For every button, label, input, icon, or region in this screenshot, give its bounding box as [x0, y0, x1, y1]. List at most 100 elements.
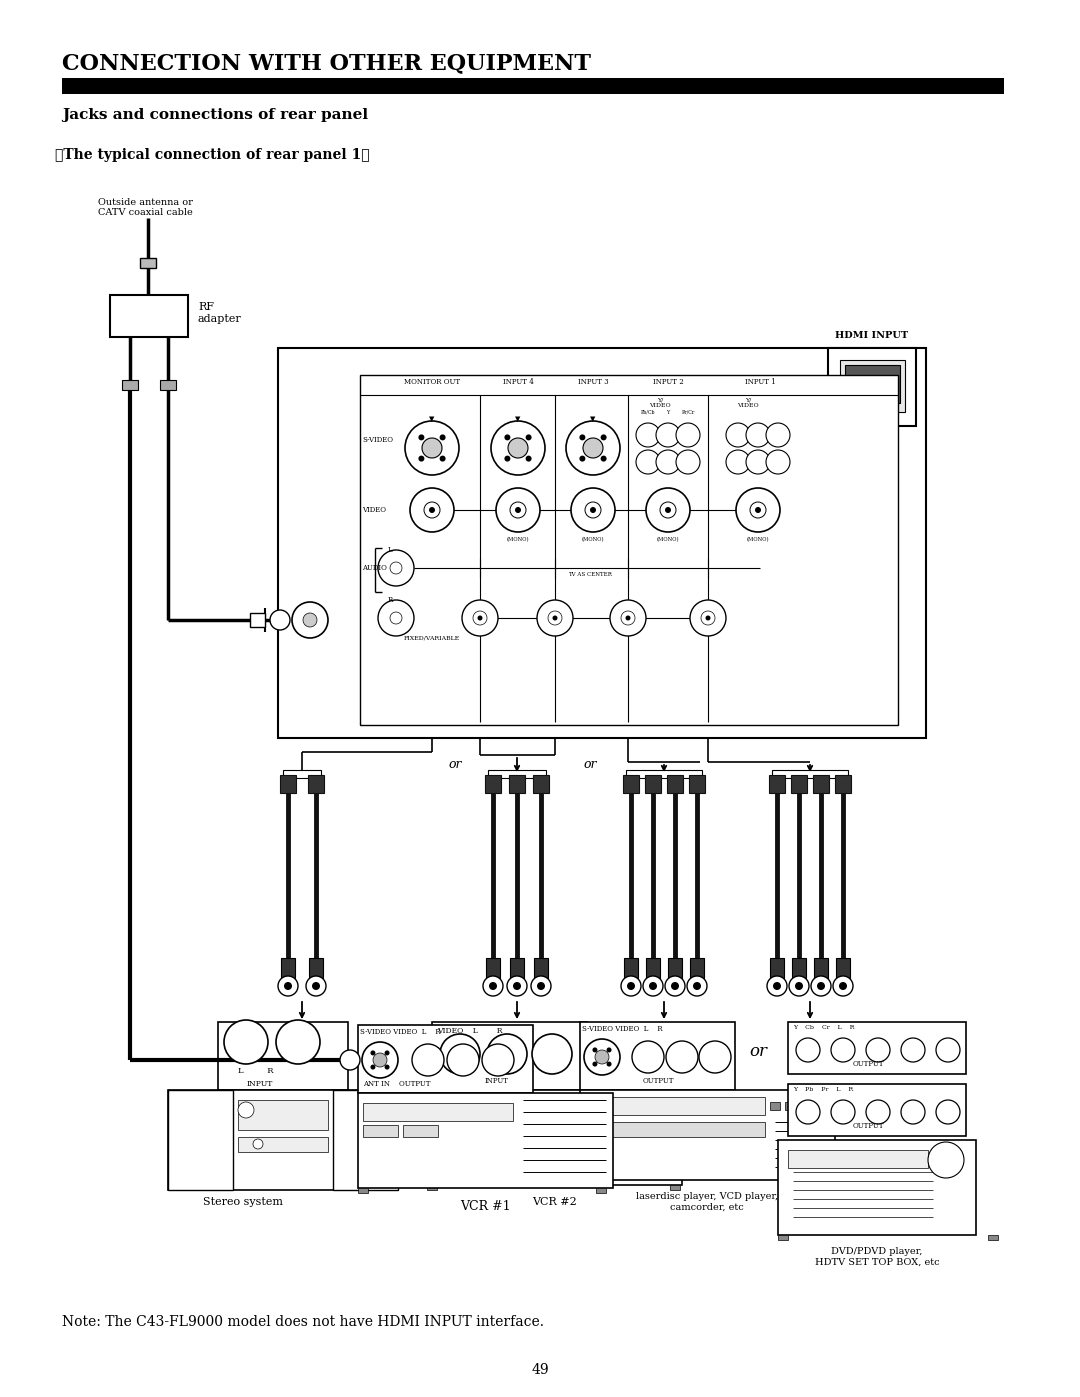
Bar — [624, 958, 638, 978]
Circle shape — [370, 1051, 376, 1055]
Circle shape — [693, 982, 701, 990]
Text: S-VIDEO: S-VIDEO — [362, 436, 393, 444]
Bar — [813, 775, 829, 793]
Circle shape — [735, 488, 780, 532]
Circle shape — [340, 1051, 360, 1070]
Bar — [427, 1090, 681, 1185]
Bar — [308, 775, 324, 793]
Bar — [585, 1097, 765, 1115]
Bar — [788, 1023, 966, 1074]
Text: DVD/PDVD player,
HDTV SET TOP BOX, etc: DVD/PDVD player, HDTV SET TOP BOX, etc — [814, 1248, 940, 1267]
Bar — [488, 770, 546, 778]
Circle shape — [571, 488, 615, 532]
Text: S-VIDEO VIDEO  L    R: S-VIDEO VIDEO L R — [582, 1025, 663, 1032]
Circle shape — [489, 982, 497, 990]
Text: INPUT 1: INPUT 1 — [744, 379, 775, 386]
Circle shape — [504, 434, 511, 440]
Circle shape — [491, 420, 545, 475]
Text: (MONO): (MONO) — [507, 536, 529, 542]
Circle shape — [607, 1048, 611, 1052]
Circle shape — [746, 450, 770, 474]
Bar — [357, 1187, 368, 1193]
Circle shape — [537, 599, 573, 636]
Circle shape — [390, 612, 402, 624]
Text: 49: 49 — [531, 1363, 549, 1377]
Bar — [357, 1025, 534, 1092]
Circle shape — [595, 1051, 609, 1065]
Circle shape — [796, 1099, 820, 1125]
Text: INPUT 2: INPUT 2 — [652, 379, 684, 386]
Circle shape — [429, 507, 435, 513]
Circle shape — [462, 599, 498, 636]
Bar — [238, 1099, 328, 1130]
Circle shape — [303, 613, 318, 627]
Text: TV AS CENTER: TV AS CENTER — [568, 571, 612, 577]
Circle shape — [362, 1042, 399, 1078]
Text: Y: Y — [666, 409, 670, 415]
Circle shape — [410, 488, 454, 532]
Text: FIXED/VARIABLE: FIXED/VARIABLE — [404, 636, 460, 640]
Circle shape — [795, 982, 804, 990]
Circle shape — [936, 1099, 960, 1125]
Text: Outside antenna or
CATV coaxial cable: Outside antenna or CATV coaxial cable — [98, 198, 193, 218]
Circle shape — [796, 1038, 820, 1062]
Circle shape — [656, 423, 680, 447]
Circle shape — [600, 434, 607, 440]
Circle shape — [532, 1034, 572, 1074]
Circle shape — [418, 434, 424, 440]
Circle shape — [726, 450, 750, 474]
Text: OUTPUT: OUTPUT — [852, 1122, 883, 1130]
Circle shape — [487, 1034, 527, 1074]
Circle shape — [627, 982, 635, 990]
Text: R: R — [388, 597, 393, 604]
Circle shape — [553, 616, 557, 620]
Circle shape — [789, 977, 809, 996]
Bar — [122, 380, 138, 390]
Bar — [646, 958, 660, 978]
Bar — [788, 1150, 928, 1168]
Text: VCR #1: VCR #1 — [460, 1200, 511, 1213]
Circle shape — [676, 450, 700, 474]
Circle shape — [312, 982, 320, 990]
Circle shape — [496, 488, 540, 532]
Bar — [580, 1090, 835, 1180]
Circle shape — [646, 488, 690, 532]
Bar — [778, 1235, 788, 1241]
Bar — [357, 1092, 613, 1187]
Bar — [218, 1023, 348, 1090]
Circle shape — [306, 977, 326, 996]
Circle shape — [831, 1099, 855, 1125]
Circle shape — [901, 1038, 924, 1062]
Circle shape — [378, 550, 414, 585]
Bar — [836, 958, 850, 978]
Bar — [510, 958, 524, 978]
Bar — [840, 360, 905, 412]
Bar — [110, 295, 188, 337]
Circle shape — [224, 1020, 268, 1065]
Circle shape — [866, 1099, 890, 1125]
Bar — [770, 1102, 780, 1111]
Text: ▼: ▼ — [591, 415, 596, 423]
Circle shape — [473, 610, 487, 624]
Text: OUTPUT: OUTPUT — [852, 1060, 883, 1067]
Circle shape — [566, 420, 620, 475]
Circle shape — [625, 616, 631, 620]
Bar — [828, 348, 916, 426]
Bar — [580, 1180, 590, 1185]
Circle shape — [584, 1039, 620, 1076]
Circle shape — [621, 977, 642, 996]
Circle shape — [632, 1041, 664, 1073]
Text: Pr/Cr: Pr/Cr — [681, 409, 694, 415]
Circle shape — [440, 455, 446, 461]
Circle shape — [418, 455, 424, 461]
Circle shape — [440, 434, 446, 440]
Bar — [432, 1023, 588, 1090]
Circle shape — [690, 599, 726, 636]
Bar — [670, 1185, 680, 1190]
Circle shape — [660, 502, 676, 518]
Circle shape — [649, 982, 657, 990]
Bar — [988, 1235, 998, 1241]
Text: VIDEO    L        R: VIDEO L R — [437, 1027, 502, 1035]
Text: or: or — [583, 759, 597, 771]
Bar — [360, 374, 897, 725]
